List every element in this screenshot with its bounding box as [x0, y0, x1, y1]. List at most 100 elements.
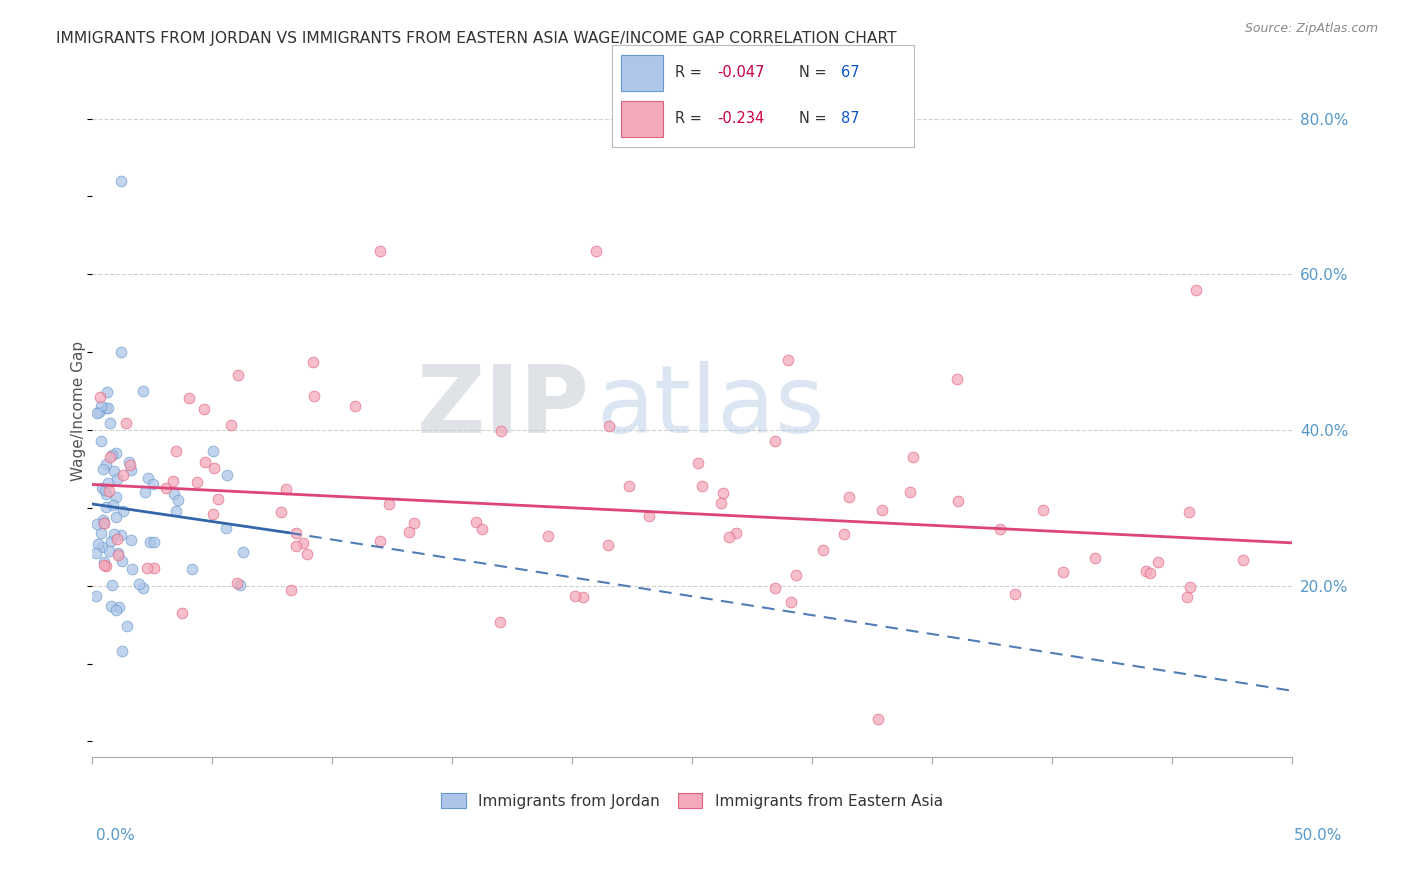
Point [186, 475, 208, 489]
Point [201, 443, 224, 458]
Point [103, 464, 125, 478]
Point [232, 545, 254, 559]
Point [832, 526, 855, 541]
Point [988, 522, 1011, 536]
Point [398, 524, 420, 539]
Point [489, 424, 512, 438]
Point [96, 384, 118, 399]
Point [725, 525, 748, 540]
Point [90, 399, 112, 413]
Point [838, 491, 860, 505]
Point [598, 419, 620, 434]
Point [142, 477, 165, 491]
Point [87, 537, 110, 551]
Text: atlas: atlas [596, 361, 824, 453]
Point [217, 468, 239, 483]
Point [136, 561, 159, 575]
Point [163, 487, 186, 501]
Point [105, 446, 128, 460]
Point [1185, 283, 1208, 297]
Point [111, 468, 134, 483]
Point [564, 589, 586, 603]
Point [91, 481, 114, 495]
Text: 0.0%: 0.0% [96, 829, 135, 843]
Text: -0.047: -0.047 [717, 65, 765, 80]
Point [765, 434, 787, 449]
Point [1052, 565, 1074, 579]
Point [711, 486, 734, 500]
Point [104, 510, 127, 524]
Point [117, 619, 139, 633]
Point [280, 583, 302, 598]
Point [90, 525, 112, 540]
Point [107, 548, 129, 562]
Text: 50.0%: 50.0% [1295, 829, 1343, 843]
Point [404, 516, 426, 531]
Point [97, 475, 120, 490]
Point [692, 478, 714, 492]
Point [86, 517, 108, 532]
Point [103, 526, 125, 541]
Point [717, 530, 740, 544]
Point [91, 540, 114, 554]
Point [105, 471, 128, 485]
Point [1135, 564, 1157, 578]
Point [946, 494, 969, 508]
Point [111, 644, 134, 658]
Text: N =: N = [799, 112, 831, 127]
Point [110, 174, 132, 188]
Point [101, 448, 124, 462]
Point [89, 405, 111, 419]
Point [110, 345, 132, 359]
Point [1139, 566, 1161, 580]
Point [98, 484, 121, 499]
Text: 67: 67 [841, 65, 860, 80]
Point [274, 483, 297, 497]
Point [91, 513, 114, 527]
Point [763, 581, 786, 595]
Y-axis label: Wage/Income Gap: Wage/Income Gap [72, 341, 86, 481]
Point [785, 567, 807, 582]
Point [118, 458, 141, 472]
Point [202, 461, 225, 475]
Point [284, 539, 307, 553]
Point [946, 372, 969, 386]
Text: ZIP: ZIP [418, 361, 591, 453]
Point [96, 458, 118, 472]
Point [776, 352, 799, 367]
FancyBboxPatch shape [620, 55, 664, 91]
Point [104, 603, 127, 617]
Text: IMMIGRANTS FROM JORDAN VS IMMIGRANTS FROM EASTERN ASIA WAGE/INCOME GAP CORRELATI: IMMIGRANTS FROM JORDAN VS IMMIGRANTS FRO… [56, 31, 897, 46]
Text: R =: R = [675, 65, 707, 80]
Point [97, 401, 120, 415]
Point [98, 450, 121, 464]
Point [301, 355, 323, 369]
Point [343, 399, 366, 413]
Point [94, 487, 117, 501]
Point [93, 516, 115, 531]
Point [686, 456, 709, 470]
Point [105, 532, 128, 546]
Point [105, 490, 128, 504]
Point [97, 543, 120, 558]
Point [1004, 587, 1026, 601]
Point [1146, 555, 1168, 569]
Point [134, 485, 156, 500]
Point [297, 547, 319, 561]
Point [489, 615, 512, 630]
Point [136, 471, 159, 485]
Point [166, 493, 188, 508]
FancyBboxPatch shape [620, 101, 664, 137]
Point [121, 562, 143, 576]
Point [139, 535, 162, 549]
Point [368, 533, 391, 548]
Point [270, 505, 292, 519]
Point [537, 529, 560, 543]
Point [86, 406, 108, 420]
Point [84, 546, 107, 560]
Point [170, 606, 193, 620]
Point [866, 712, 889, 726]
Point [93, 556, 115, 570]
Point [132, 384, 155, 398]
Point [1084, 551, 1107, 566]
